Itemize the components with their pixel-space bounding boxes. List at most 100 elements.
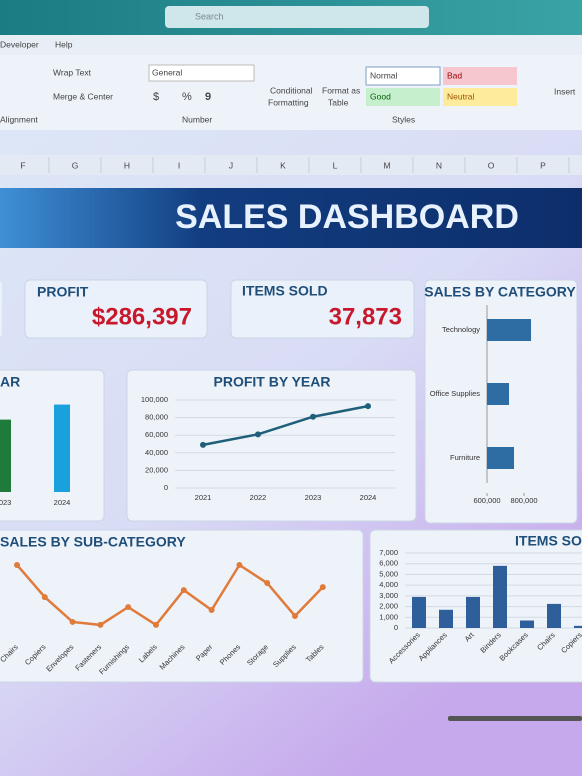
ribbon-button[interactable]: Format as (322, 85, 360, 95)
column-header: L (333, 160, 338, 170)
point (255, 431, 261, 438)
point (200, 441, 206, 448)
column-header: O (488, 160, 495, 170)
x-tick-label: 2021 (195, 493, 212, 502)
line (202, 404, 369, 447)
style-cell[interactable] (365, 66, 441, 86)
tab[interactable]: Developer (0, 39, 39, 49)
y-tick-label: 2,000 (379, 602, 398, 611)
group-label: Alignment (0, 114, 38, 124)
point (97, 621, 104, 628)
chart-card (126, 369, 417, 522)
y-tick-label: Furniture (450, 453, 480, 462)
ribbon-button[interactable]: 9 (205, 91, 211, 103)
y-tick-label: 1,000 (379, 612, 398, 621)
ribbon-button[interactable]: Wrap Text (53, 67, 92, 77)
point (319, 584, 326, 591)
x-tick-label: 2024 (54, 498, 71, 507)
kpi-card (24, 279, 208, 339)
chart-card (0, 529, 364, 683)
kpi-value: $286,397 (92, 303, 192, 330)
bar (574, 625, 582, 628)
column-header: N (436, 160, 442, 170)
x-tick-label: 800,000 (510, 496, 537, 505)
point (14, 561, 20, 568)
style-name[interactable]: Bad (447, 70, 462, 80)
bar (520, 620, 534, 628)
point (41, 594, 48, 601)
bar (493, 565, 507, 628)
style-cell[interactable] (443, 67, 517, 85)
bar (487, 447, 515, 469)
search-placeholder[interactable]: Search (195, 11, 224, 21)
y-tick-label: 0 (164, 483, 168, 492)
title-banner (0, 188, 582, 248)
kpi-label: ITEMS SOLD (242, 283, 328, 299)
point (264, 580, 271, 587)
ribbon-button[interactable]: Conditional (270, 85, 313, 95)
column-header-bar (0, 155, 582, 175)
column-header: F (20, 160, 25, 170)
kpi-label: PROFIT (37, 284, 89, 300)
column-header: H (124, 160, 130, 170)
style-cell[interactable] (366, 88, 440, 106)
x-tick-label: 2024 (360, 493, 377, 502)
y-tick-label: Office Supplies (430, 389, 481, 398)
point (69, 618, 76, 625)
bar (547, 603, 561, 628)
bar (487, 319, 532, 341)
chart-card (0, 369, 105, 522)
bar (466, 596, 480, 628)
point (292, 612, 298, 619)
y-tick-label: 40,000 (145, 448, 168, 457)
y-tick-label: 100,000 (141, 395, 168, 404)
bar (439, 609, 453, 628)
scrollbar[interactable] (448, 716, 582, 721)
y-tick-label: 80,000 (145, 413, 168, 422)
x-tick-label: 600,000 (473, 496, 500, 505)
tab[interactable]: Help (55, 39, 73, 49)
point (365, 403, 371, 410)
group-label: Styles (392, 114, 415, 124)
dashboard-title: SALES DASHBOARD (175, 198, 519, 236)
x-tick-label: 2022 (250, 493, 267, 502)
column-header: I (178, 160, 180, 170)
style-name[interactable]: Neutral (447, 91, 475, 101)
y-tick-label: 60,000 (145, 430, 168, 439)
style-name[interactable]: Normal (370, 70, 398, 80)
ribbon-button[interactable]: Table (328, 97, 349, 107)
kpi-card (0, 281, 2, 337)
point (125, 604, 132, 611)
chart-title: SALES BY SUB-CATEGORY (0, 534, 186, 550)
ribbon-button[interactable]: Formatting (268, 97, 309, 107)
style-name[interactable]: Good (370, 91, 391, 101)
search-box[interactable] (165, 6, 429, 28)
point (310, 413, 316, 420)
y-tick-label: Technology (442, 325, 480, 334)
chart-title: ITEMS SO (515, 533, 582, 549)
chart-title: PROFIT BY YEAR (214, 374, 331, 390)
ribbon-button[interactable]: $ (153, 91, 159, 103)
style-cell[interactable] (443, 88, 517, 106)
chart-title: SALES BY CATEGORY (424, 284, 576, 300)
tab-bar (0, 35, 582, 55)
chart-title: AR (0, 374, 20, 390)
y-tick-label: 0 (394, 623, 398, 632)
y-tick-label: 7,000 (379, 548, 398, 557)
format-box[interactable] (148, 64, 255, 82)
y-tick-label: 4,000 (379, 580, 398, 589)
ribbon-button[interactable]: Merge & Center (53, 91, 113, 101)
ribbon-button[interactable]: Insert (554, 86, 576, 96)
point (180, 587, 187, 594)
number-format[interactable]: General (152, 67, 182, 77)
ribbon-button[interactable]: % (182, 91, 192, 103)
y-tick-label: 5,000 (379, 569, 398, 578)
column-header: K (280, 160, 286, 170)
bar (412, 596, 426, 628)
line (16, 563, 324, 627)
column-header: J (229, 160, 233, 170)
point (208, 607, 215, 614)
column-header: M (383, 160, 390, 170)
bar (487, 383, 510, 405)
